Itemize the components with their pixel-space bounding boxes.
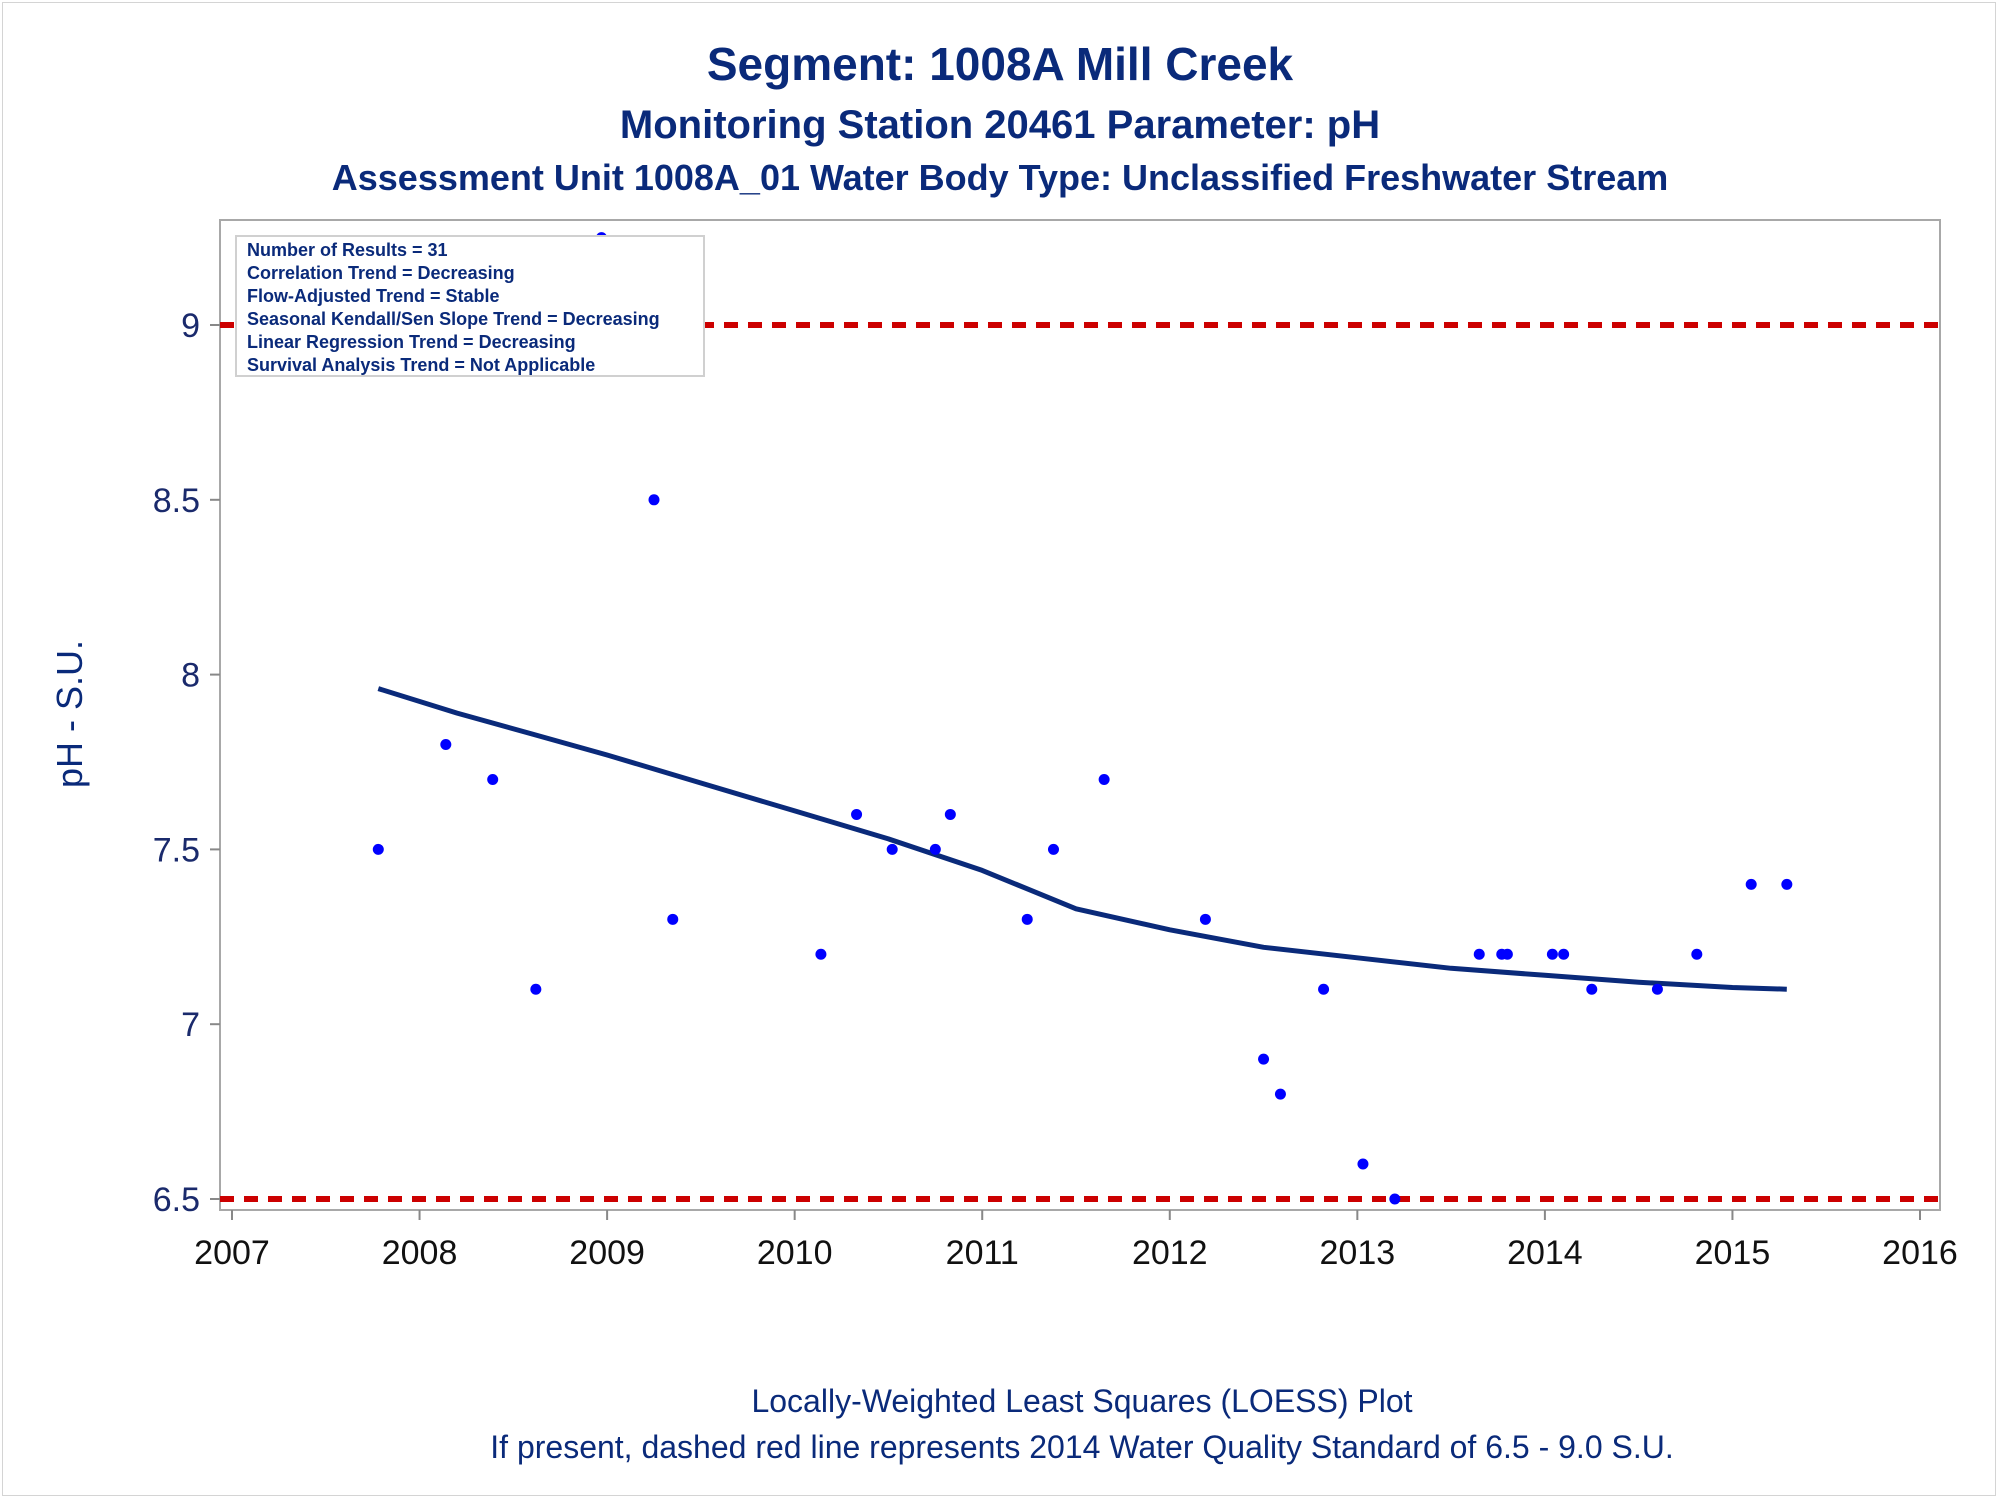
- x-tick-label: 2007: [194, 1234, 270, 1272]
- data-point: [1558, 948, 1570, 960]
- footnote-2: If present, dashed red line represents 2…: [490, 1429, 1673, 1465]
- chart-subtitle: Monitoring Station 20461 Parameter: pH: [620, 103, 1380, 147]
- data-point: [815, 948, 827, 960]
- chart-title: Segment: 1008A Mill Creek: [707, 38, 1294, 90]
- data-point: [667, 913, 679, 925]
- loess-line: [377, 686, 1787, 992]
- data-point: [648, 494, 660, 506]
- y-tick-label: 8.5: [153, 482, 200, 520]
- stats-line: Linear Regression Trend = Decreasing: [247, 332, 576, 352]
- data-point: [1274, 1088, 1286, 1100]
- y-tick-label: 9: [181, 307, 200, 345]
- data-point: [1586, 983, 1598, 995]
- data-point: [1745, 878, 1757, 890]
- y-tick-label: 8: [181, 657, 200, 695]
- data-point: [1691, 948, 1703, 960]
- data-point: [929, 843, 941, 855]
- data-point: [1651, 983, 1663, 995]
- chart-subtitle-2: Assessment Unit 1008A_01 Water Body Type…: [332, 157, 1669, 198]
- data-point: [487, 773, 499, 785]
- data-point: [1047, 843, 1059, 855]
- plot-border: [219, 219, 1941, 1211]
- x-tick-label: 2013: [1320, 1234, 1396, 1272]
- data-point: [851, 808, 863, 820]
- x-tick-label: 2014: [1507, 1234, 1583, 1272]
- x-tick-label: 2008: [382, 1234, 458, 1272]
- stats-box: Number of Results = 31 Correlation Trend…: [235, 235, 705, 377]
- stats-line: Seasonal Kendall/Sen Slope Trend = Decre…: [247, 309, 660, 329]
- data-point: [1501, 948, 1513, 960]
- y-axis-label: pH - S.U.: [49, 640, 90, 788]
- y-tick-label: 7: [181, 1006, 200, 1044]
- y-tick-label: 7.5: [153, 831, 200, 869]
- x-tick-label: 2012: [1132, 1234, 1208, 1272]
- stats-line: Correlation Trend = Decreasing: [247, 263, 515, 283]
- data-point: [886, 843, 898, 855]
- x-tick-label: 2009: [569, 1234, 645, 1272]
- stats-box-border: [235, 235, 705, 377]
- data-point: [944, 808, 956, 820]
- data-point: [1389, 1193, 1401, 1205]
- data-point: [530, 983, 542, 995]
- stats-line: Number of Results = 31: [247, 240, 448, 260]
- data-point: [1318, 983, 1330, 995]
- data-point: [440, 739, 452, 751]
- data-point: [372, 843, 384, 855]
- plot-area: 6.5 7 7.5 8 8.5 9 2007 2008 2009 2010 2011 2012 2013…: [153, 219, 1958, 1272]
- data-point: [1546, 948, 1558, 960]
- data-point: [1258, 1053, 1270, 1065]
- stats-line: Survival Analysis Trend = Not Applicable: [247, 355, 595, 375]
- data-point: [1357, 1158, 1369, 1170]
- footnote-1: Locally-Weighted Least Squares (LOESS) P…: [751, 1383, 1412, 1419]
- x-tick-label: 2015: [1695, 1234, 1771, 1272]
- data-point: [1098, 773, 1110, 785]
- data-point: [1199, 913, 1211, 925]
- x-tick-label: 2010: [757, 1234, 833, 1272]
- data-point: [1781, 878, 1793, 890]
- stats-line: Flow-Adjusted Trend = Stable: [247, 286, 500, 306]
- data-point: [1021, 913, 1033, 925]
- data-point: [1473, 948, 1485, 960]
- x-tick-label: 2011: [946, 1234, 1019, 1272]
- y-tick-label: 6.5: [153, 1181, 200, 1219]
- x-tick-label: 2016: [1882, 1234, 1958, 1272]
